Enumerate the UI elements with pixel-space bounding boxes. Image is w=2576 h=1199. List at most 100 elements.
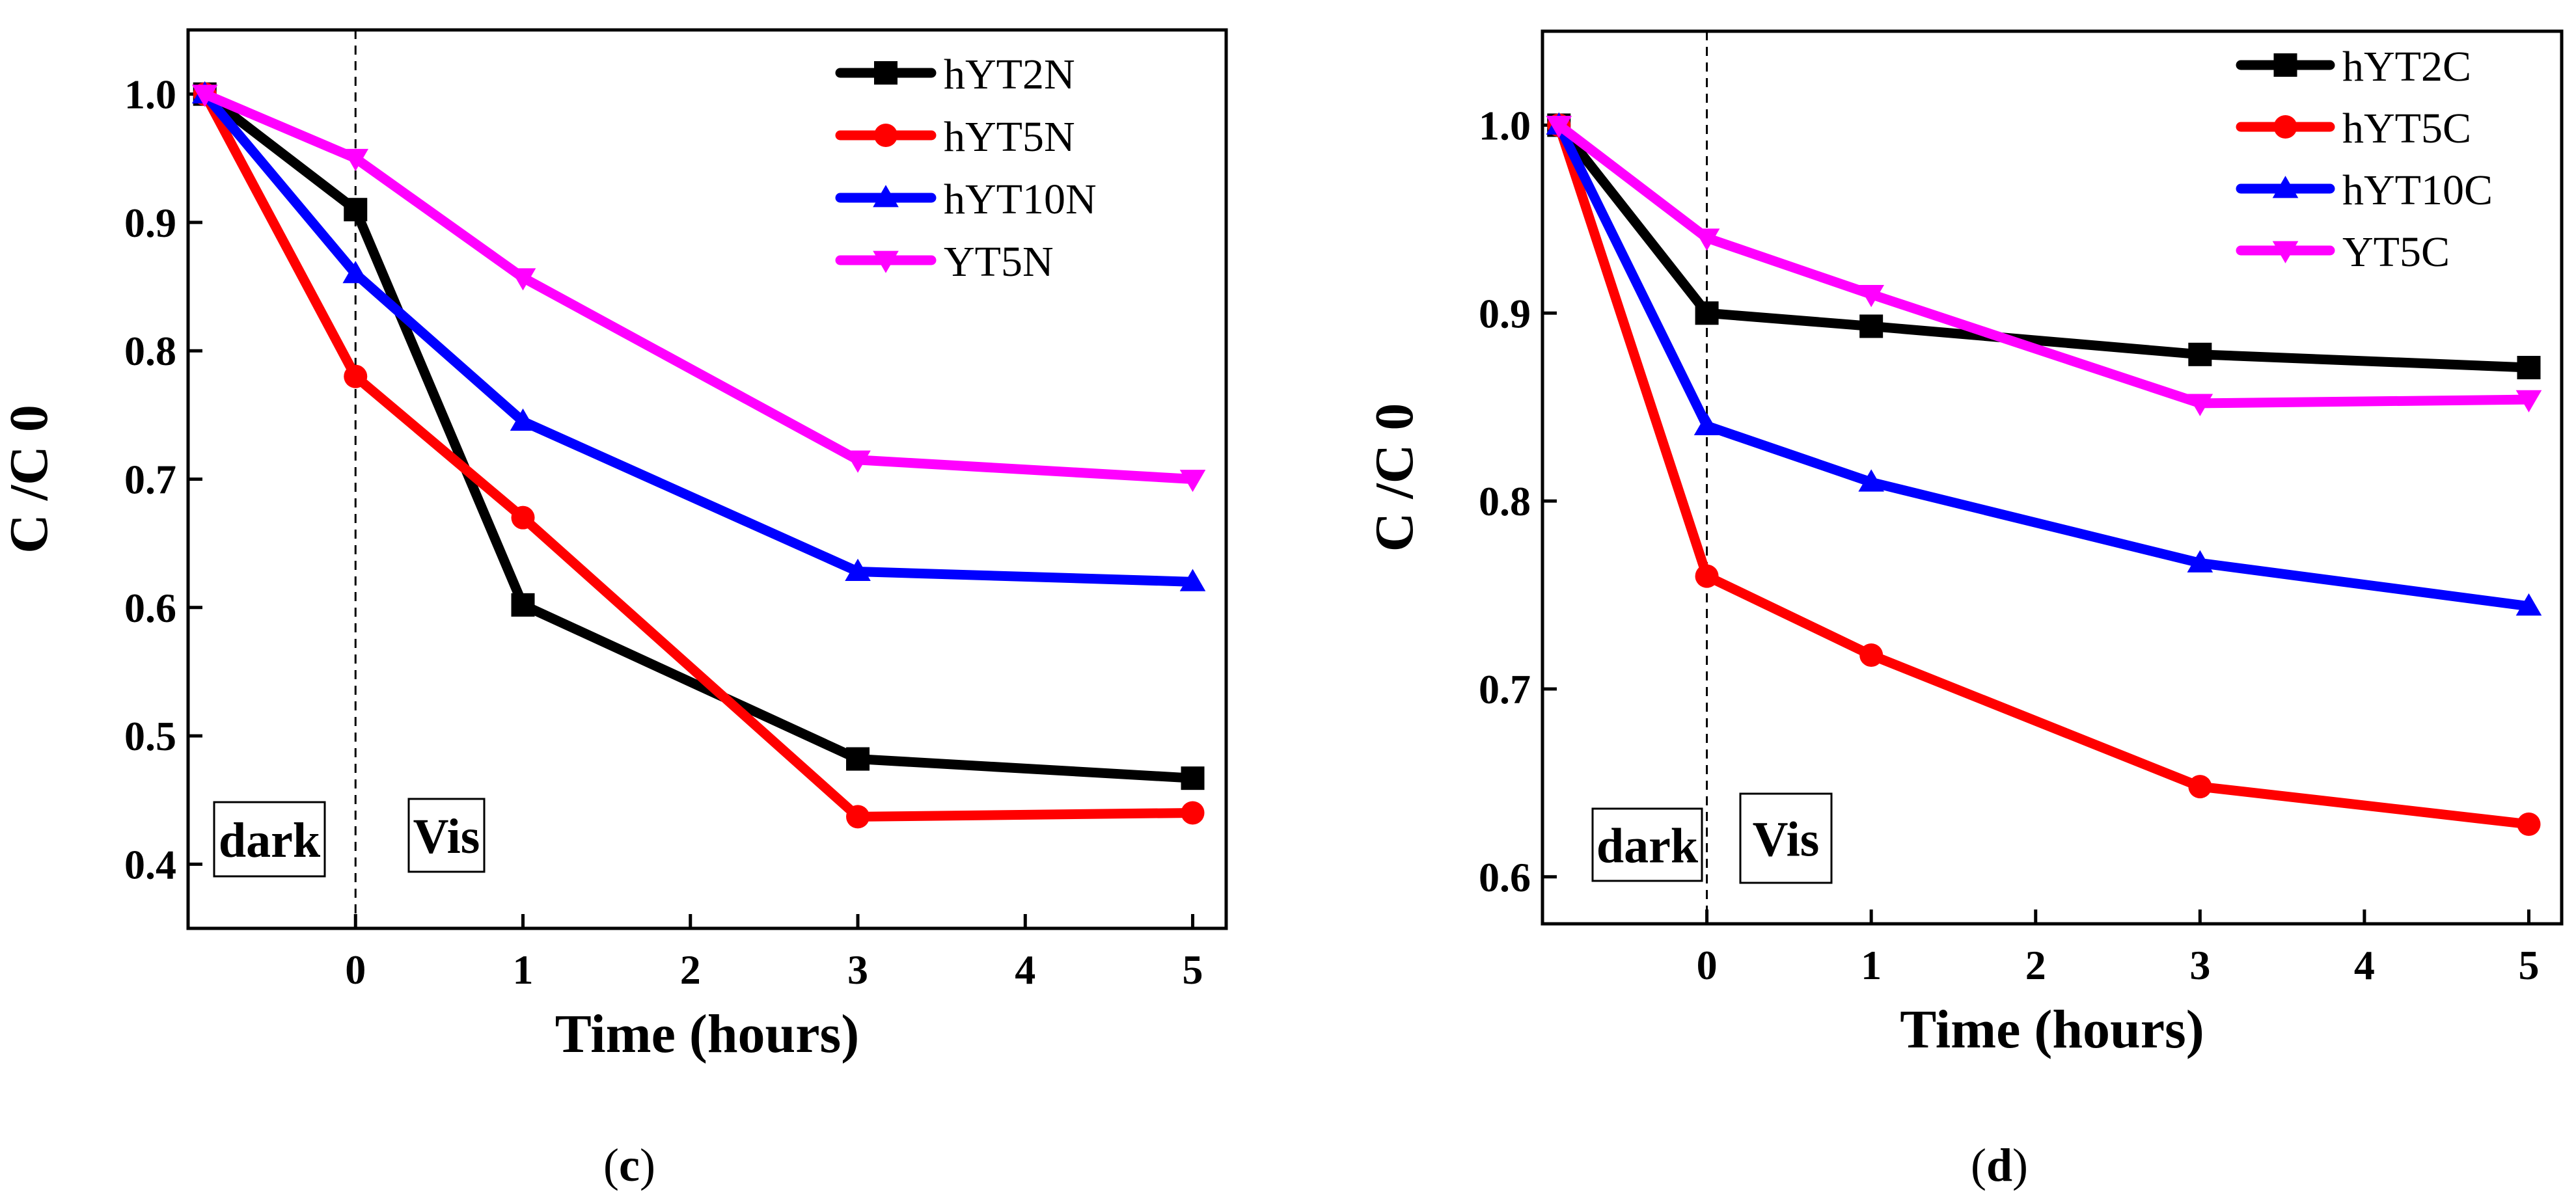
annotation-dark: dark bbox=[1596, 819, 1699, 874]
legend-label: hYT5C bbox=[2342, 105, 2471, 152]
legend-label: YT5N bbox=[944, 238, 1054, 286]
data-point-hYT10C bbox=[2187, 550, 2213, 573]
data-point-YT5N bbox=[845, 450, 871, 473]
data-point-hYT2N bbox=[344, 198, 368, 222]
data-point-hYT2C bbox=[2517, 356, 2541, 380]
legend-marker bbox=[2273, 53, 2297, 77]
data-point-hYT5C bbox=[2517, 812, 2541, 836]
x-axis-title: Time (hours) bbox=[555, 1004, 859, 1064]
legend-entry-hYT5C: hYT5C bbox=[2236, 105, 2471, 152]
data-point-hYT5N bbox=[846, 805, 870, 829]
x-tick-label: 0 bbox=[1697, 942, 1718, 988]
legend-label: YT5C bbox=[2342, 228, 2450, 276]
series-hYT5C bbox=[1547, 113, 2541, 836]
data-point-hYT5N bbox=[344, 364, 368, 388]
x-tick-label: 1 bbox=[1861, 942, 1882, 988]
x-tick-label: 2 bbox=[2025, 942, 2046, 988]
data-point-YT5C bbox=[2515, 390, 2542, 412]
annotation-box-vis bbox=[1739, 792, 1833, 884]
annotation-box-vis bbox=[407, 798, 486, 873]
data-point-hYT10N bbox=[845, 558, 871, 581]
data-point-hYT2C bbox=[2188, 342, 2212, 366]
data-point-hYT2N bbox=[846, 747, 870, 771]
annotation-vis: Vis bbox=[1753, 813, 1820, 867]
legend-entry-YT5N: YT5N bbox=[835, 238, 1054, 286]
data-point-YT5N bbox=[342, 148, 369, 172]
data-point-YT5C bbox=[2187, 394, 2213, 416]
y-tick-label: 0.9 bbox=[1479, 290, 1531, 336]
x-tick-label: 5 bbox=[1183, 947, 1203, 993]
y-axis-title: C /C 0 bbox=[0, 405, 59, 554]
plot-frame bbox=[1541, 29, 2564, 926]
series-hYT10C bbox=[1546, 112, 2542, 616]
x-tick-label: 3 bbox=[2189, 942, 2210, 988]
x-tick-label: 0 bbox=[345, 947, 366, 993]
legend-entry-hYT10N: hYT10N bbox=[835, 176, 1097, 223]
data-point-YT5C bbox=[1546, 116, 1572, 139]
caption-d: (d) bbox=[1971, 1139, 2028, 1191]
plot-frame bbox=[186, 28, 1228, 930]
legend-label: hYT10N bbox=[944, 176, 1097, 223]
legend-marker bbox=[874, 124, 897, 147]
legend-marker bbox=[874, 61, 897, 85]
data-point-YT5C bbox=[1693, 228, 1720, 251]
data-point-hYT2N bbox=[511, 593, 535, 617]
legend-label: hYT2C bbox=[2342, 43, 2471, 90]
data-point-hYT10C bbox=[2515, 593, 2542, 616]
caption-c: (c) bbox=[603, 1139, 655, 1191]
chart-panel-c: 0 1 2 3 4 5 0.4 0.5 0.6 0.7 0.8 0.9 1.0 Time (hours) C… bbox=[0, 28, 1228, 1064]
data-point-YT5N bbox=[191, 85, 218, 107]
legend-marker bbox=[2273, 115, 2297, 139]
legend-entry-hYT10C: hYT10C bbox=[2236, 167, 2493, 214]
y-tick-label: 0.9 bbox=[124, 200, 176, 246]
data-point-YT5C bbox=[1858, 284, 1884, 308]
y-tick-label: 0.6 bbox=[124, 585, 176, 631]
data-point-hYT2N bbox=[1181, 766, 1205, 790]
data-point-hYT5C bbox=[1859, 643, 1884, 667]
series-hYT10N bbox=[191, 81, 1206, 591]
data-point-hYT5C bbox=[1695, 564, 1719, 588]
caption-c-letter: c bbox=[619, 1139, 640, 1191]
legend-marker bbox=[873, 250, 899, 273]
chart-panel-d: 0 1 2 3 4 5 0.6 0.7 0.8 0.9 1.0 Time (hours) C /C 0 d… bbox=[1364, 29, 2564, 1060]
legend-label: hYT10C bbox=[2342, 167, 2493, 214]
legend-entry-hYT2N: hYT2N bbox=[835, 51, 1075, 98]
data-point-hYT2C bbox=[1695, 301, 1719, 325]
legend-entry-YT5C: YT5C bbox=[2236, 228, 2450, 276]
annotation-dark: dark bbox=[219, 813, 321, 868]
x-axis-title: Time (hours) bbox=[1900, 999, 2204, 1060]
y-tick-label: 0.7 bbox=[124, 457, 176, 503]
x-tick-label: 1 bbox=[513, 947, 534, 993]
data-point-YT5N bbox=[1179, 470, 1206, 492]
data-point-hYT5N bbox=[511, 505, 535, 530]
data-point-YT5N bbox=[510, 268, 536, 291]
y-tick-label: 1.0 bbox=[1479, 102, 1531, 148]
annotation-box-dark bbox=[1591, 807, 1703, 882]
y-tick-label: 0.6 bbox=[1479, 854, 1531, 900]
x-tick-label: 2 bbox=[680, 947, 701, 993]
legend-label: hYT2N bbox=[944, 51, 1075, 98]
data-point-hYT10N bbox=[342, 261, 369, 284]
data-point-hYT10C bbox=[1858, 469, 1884, 492]
data-point-hYT2C bbox=[1859, 314, 1884, 338]
y-tick-label: 0.4 bbox=[124, 841, 176, 887]
legend-entry-hYT2C: hYT2C bbox=[2236, 43, 2471, 90]
y-tick-label: 0.5 bbox=[124, 713, 176, 759]
legend-marker bbox=[2272, 176, 2299, 198]
x-tick-label: 3 bbox=[847, 947, 868, 993]
data-point-hYT10N bbox=[510, 408, 536, 431]
data-point-hYT10C bbox=[1693, 412, 1720, 435]
data-point-hYT5C bbox=[2188, 775, 2212, 799]
legend-marker bbox=[873, 185, 899, 208]
data-point-hYT10N bbox=[1179, 569, 1206, 591]
annotation-box-dark bbox=[213, 801, 326, 878]
x-tick-label: 4 bbox=[1015, 947, 1035, 993]
data-point-hYT5N bbox=[1181, 801, 1205, 825]
caption-d-letter: d bbox=[1986, 1139, 2012, 1191]
legend-label: hYT5N bbox=[944, 113, 1075, 161]
y-tick-label: 0.8 bbox=[124, 328, 176, 374]
y-tick-label: 0.8 bbox=[1479, 478, 1531, 524]
y-axis-title: C /C 0 bbox=[1364, 403, 1425, 552]
x-tick-label: 4 bbox=[2354, 942, 2375, 988]
